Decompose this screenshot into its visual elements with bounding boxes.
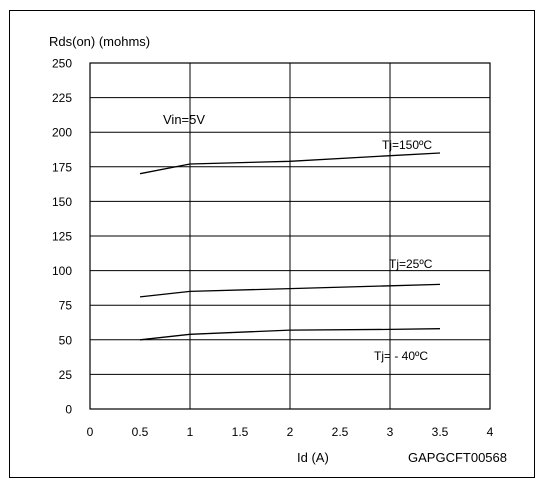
y-tick-label: 50 bbox=[59, 333, 73, 347]
series-line-3 bbox=[139, 328, 441, 341]
y-axis-label: Rds(on) (mohms) bbox=[49, 34, 150, 49]
series-label-2: Tj=25ºC bbox=[389, 257, 433, 271]
x-tick-label: 0 bbox=[87, 425, 94, 439]
y-tick-label: 150 bbox=[52, 195, 72, 209]
series-line-1 bbox=[139, 152, 441, 175]
x-tick-label: 1 bbox=[187, 425, 194, 439]
x-tick-label: 3 bbox=[387, 425, 394, 439]
x-tick-label: 0.5 bbox=[132, 425, 149, 439]
y-tick-label: 75 bbox=[59, 299, 73, 313]
x-tick-label: 2.5 bbox=[332, 425, 349, 439]
series-lines bbox=[139, 152, 441, 341]
y-tick-label: 0 bbox=[65, 403, 72, 417]
x-axis-ticks: 0 0.5 1 1.5 2 2.5 3 3.5 4 bbox=[87, 425, 494, 439]
grid bbox=[90, 63, 490, 409]
y-axis-ticks: 0 25 50 75 100 125 150 175 200 225 250 bbox=[52, 57, 72, 417]
x-tick-label: 1.5 bbox=[232, 425, 249, 439]
series-labels: Tj=150ºC Tj=25ºC Tj= - 40ºC bbox=[374, 138, 433, 363]
plot-border bbox=[89, 62, 491, 410]
y-tick-label: 250 bbox=[52, 57, 72, 71]
x-tick-label: 2 bbox=[287, 425, 294, 439]
condition-label: Vin=5V bbox=[163, 112, 205, 127]
y-tick-label: 175 bbox=[52, 160, 72, 174]
x-tick-label: 3.5 bbox=[432, 425, 449, 439]
x-tick-label: 4 bbox=[487, 425, 494, 439]
y-tick-label: 25 bbox=[59, 368, 73, 382]
series-label-1: Tj=150ºC bbox=[382, 138, 432, 152]
y-tick-label: 225 bbox=[52, 91, 72, 105]
chart-border bbox=[9, 10, 535, 478]
y-tick-label: 125 bbox=[52, 230, 72, 244]
series-line-2 bbox=[139, 283, 441, 298]
y-tick-label: 200 bbox=[52, 126, 72, 140]
x-axis-label: Id (A) bbox=[297, 450, 329, 465]
figure-code: GAPGCFT00568 bbox=[408, 450, 507, 465]
y-tick-label: 100 bbox=[52, 264, 72, 278]
series-label-3: Tj= - 40ºC bbox=[374, 349, 428, 363]
